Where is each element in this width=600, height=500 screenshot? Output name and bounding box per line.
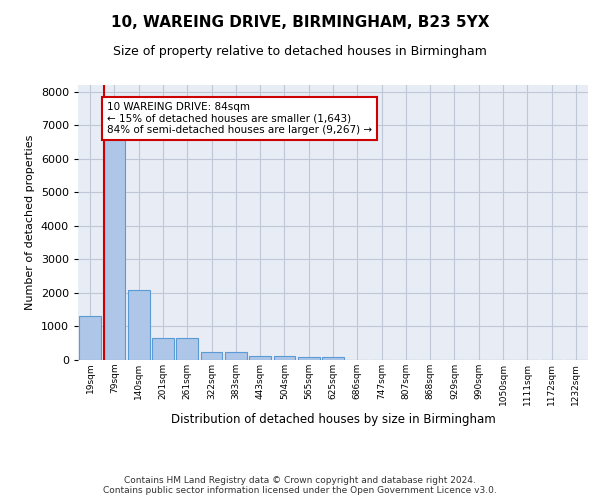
Bar (79, 316, 101, 360)
Text: Size of property relative to detached houses in Birmingham: Size of property relative to detached ho… (113, 45, 487, 58)
Bar (298, 358, 320, 360)
Bar (176, 338, 198, 360)
Bar (322, 358, 344, 360)
Y-axis label: Number of detached properties: Number of detached properties (25, 135, 35, 310)
Text: 10, WAREING DRIVE, BIRMINGHAM, B23 5YX: 10, WAREING DRIVE, BIRMINGHAM, B23 5YX (111, 15, 489, 30)
Bar (152, 338, 174, 360)
Bar (225, 352, 247, 360)
Bar (104, 138, 125, 360)
Text: 10 WAREING DRIVE: 84sqm
← 15% of detached houses are smaller (1,643)
84% of semi: 10 WAREING DRIVE: 84sqm ← 15% of detache… (107, 102, 372, 135)
Bar (249, 356, 271, 360)
Text: Contains HM Land Registry data © Crown copyright and database right 2024.
Contai: Contains HM Land Registry data © Crown c… (103, 476, 497, 495)
Bar (128, 290, 149, 360)
Bar (274, 356, 295, 360)
Bar (200, 352, 223, 360)
X-axis label: Distribution of detached houses by size in Birmingham: Distribution of detached houses by size … (170, 413, 496, 426)
